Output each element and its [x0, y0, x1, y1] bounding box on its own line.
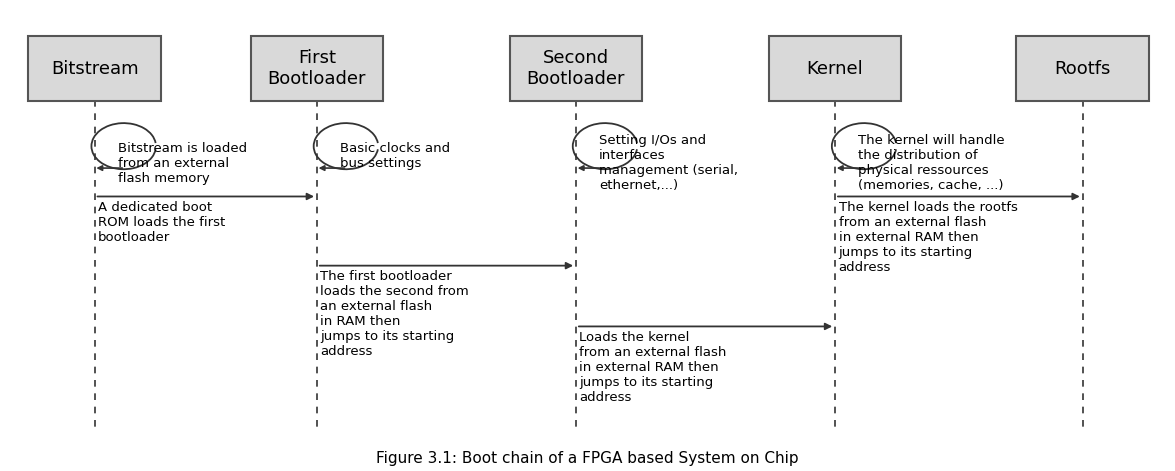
Text: Bitstream: Bitstream: [51, 60, 139, 78]
Text: Rootfs: Rootfs: [1054, 60, 1110, 78]
FancyBboxPatch shape: [28, 36, 161, 101]
FancyBboxPatch shape: [510, 36, 643, 101]
Text: Setting I/Os and
interfaces
management (serial,
ethernet,...): Setting I/Os and interfaces management (…: [599, 134, 738, 192]
Text: Figure 3.1: Boot chain of a FPGA based System on Chip: Figure 3.1: Boot chain of a FPGA based S…: [376, 451, 799, 466]
Text: The first bootloader
loads the second from
an external flash
in RAM then
jumps t: The first bootloader loads the second fr…: [321, 270, 469, 358]
Text: Kernel: Kernel: [807, 60, 864, 78]
Text: Bitstream is loaded
from an external
flash memory: Bitstream is loaded from an external fla…: [118, 142, 247, 185]
Text: The kernel loads the rootfs
from an external flash
in external RAM then
jumps to: The kernel loads the rootfs from an exte…: [839, 201, 1018, 274]
Text: Second
Bootloader: Second Bootloader: [526, 49, 625, 88]
Text: The kernel will handle
the distribution of
physical ressources
(memories, cache,: The kernel will handle the distribution …: [858, 134, 1005, 192]
Text: A dedicated boot
ROM loads the first
bootloader: A dedicated boot ROM loads the first boo…: [98, 201, 226, 244]
FancyBboxPatch shape: [250, 36, 383, 101]
Text: Loads the kernel
from an external flash
in external RAM then
jumps to its starti: Loads the kernel from an external flash …: [579, 331, 727, 404]
FancyBboxPatch shape: [1016, 36, 1149, 101]
Text: Basic clocks and
bus settings: Basic clocks and bus settings: [340, 142, 450, 170]
Text: First
Bootloader: First Bootloader: [268, 49, 367, 88]
FancyBboxPatch shape: [768, 36, 901, 101]
